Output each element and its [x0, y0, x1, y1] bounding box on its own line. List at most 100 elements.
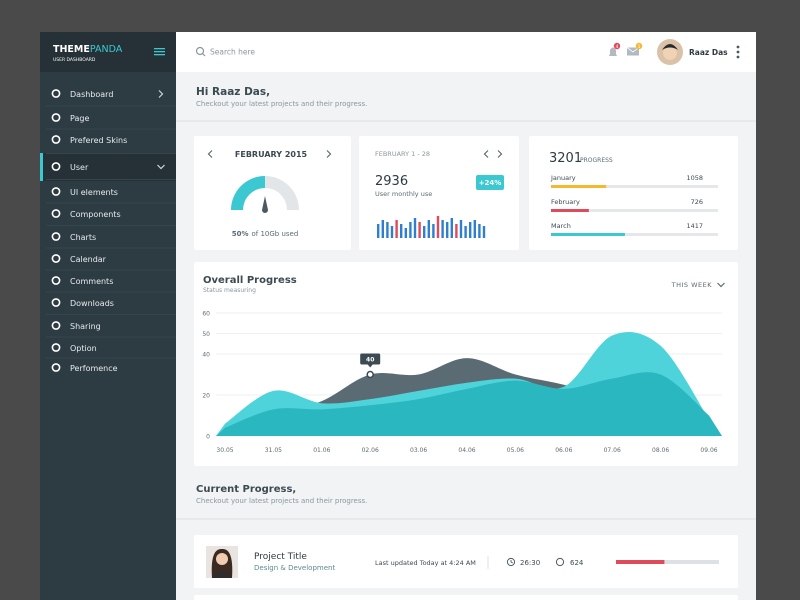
sidebar-icon[interactable]: [51, 363, 61, 372]
sidebar-item[interactable]: Components: [70, 210, 121, 219]
notification-badge: [613, 42, 621, 50]
project-row: [194, 535, 738, 588]
progress-item-name: March: [551, 222, 571, 230]
next-month[interactable]: [326, 150, 332, 158]
y-tick-label: 60: [202, 311, 210, 318]
sidebar-icon[interactable]: [51, 113, 61, 122]
sidebar-icon[interactable]: [51, 254, 61, 263]
brand-name-first: THEME: [53, 44, 90, 55]
usage-bar: [469, 222, 472, 238]
usage-bar: [482, 226, 486, 238]
search-input[interactable]: Search here: [210, 48, 255, 57]
period-chevron[interactable]: [717, 282, 725, 288]
more-menu[interactable]: [736, 55, 740, 59]
project-avatar-body: [212, 572, 232, 578]
sidebar-item[interactable]: Calendar: [70, 255, 107, 264]
search-icon[interactable]: [195, 46, 205, 56]
next-range[interactable]: [497, 150, 503, 158]
sidebar-chevron[interactable]: [157, 164, 165, 170]
usage-bar: [436, 216, 440, 238]
project-time: 26:30: [520, 559, 540, 567]
sidebar-icon[interactable]: [51, 187, 61, 196]
sidebar-item[interactable]: Perfomence: [70, 364, 118, 373]
sidebar-icon[interactable]: [51, 321, 61, 330]
sidebar-item[interactable]: Page: [70, 114, 89, 123]
usage-bar: [377, 224, 380, 238]
sidebar-item[interactable]: Comments: [70, 277, 113, 286]
progress-fill: [551, 233, 625, 236]
section-title: Current Progress,: [196, 484, 296, 495]
chart-title: Overall Progress: [203, 275, 297, 286]
usage-bar: [413, 218, 417, 238]
user-name[interactable]: Raaz Das: [689, 48, 728, 57]
sidebar-item[interactable]: User: [70, 163, 89, 172]
usage-value: 2936: [375, 174, 408, 189]
project-title[interactable]: Project Title: [254, 552, 307, 562]
clock-icon: [506, 557, 516, 567]
mail-badge: [635, 42, 643, 50]
usage-bar: [455, 224, 458, 238]
sidebar-item[interactable]: Charts: [70, 233, 96, 242]
x-tick-label: 08.06: [652, 447, 669, 454]
menu-toggle[interactable]: [154, 54, 165, 56]
brand-logo: THEMEPANDA: [53, 44, 123, 55]
sidebar-item[interactable]: UI elements: [70, 188, 118, 197]
x-tick-label: 02.06: [362, 447, 379, 454]
progress-track: [551, 185, 718, 188]
project-comments: 624: [570, 559, 584, 567]
x-tick-label: 06.06: [555, 447, 572, 454]
storage-card: [194, 136, 351, 250]
brand-subtitle: USER DASHBOARD: [53, 57, 96, 63]
sidebar-icon[interactable]: [51, 298, 61, 307]
sidebar-icon[interactable]: [51, 276, 61, 285]
usage-bar: [423, 226, 426, 238]
sidebar-icon[interactable]: [51, 232, 61, 241]
sidebar-chevron[interactable]: [158, 90, 164, 98]
usage-bar: [473, 220, 476, 238]
usage-card: [359, 136, 519, 250]
menu-toggle[interactable]: [154, 51, 165, 53]
sidebar-item[interactable]: Option: [70, 344, 97, 353]
more-menu[interactable]: [736, 45, 740, 49]
greeting-subtitle: Checkout your latest projects and their …: [196, 100, 367, 108]
usage-label: User monthly use: [375, 190, 432, 198]
greeting-title: Hi Raaz Das,: [196, 86, 270, 98]
annotation-box: [360, 353, 381, 365]
user-avatar-face: [663, 46, 677, 60]
sidebar-item[interactable]: Downloads: [70, 299, 114, 308]
notification-icon[interactable]: [609, 47, 617, 57]
project-updated: Last updated Today at 4:24 AM: [375, 559, 476, 567]
menu-toggle[interactable]: [154, 48, 165, 50]
usage-bar: [400, 224, 403, 238]
progress-item-value: 1417: [686, 222, 703, 230]
sidebar: [40, 32, 176, 600]
storage-usage: 50% of 10Gb used: [232, 230, 299, 238]
usage-bar: [386, 222, 389, 238]
x-tick-label: 04.06: [458, 447, 475, 454]
period-selector[interactable]: THIS WEEK: [671, 281, 713, 289]
project-row-next: [194, 595, 738, 600]
previous-month[interactable]: [207, 150, 213, 158]
more-menu[interactable]: [736, 50, 740, 54]
sidebar-icon[interactable]: [51, 135, 61, 144]
storage-percent: 50%: [232, 230, 249, 238]
sidebar-item[interactable]: Prefered Skins: [70, 136, 127, 145]
usage-bar: [478, 224, 481, 238]
previous-range[interactable]: [483, 150, 489, 158]
sidebar-icon[interactable]: [51, 209, 61, 218]
usage-bar: [409, 222, 412, 238]
sidebar-item[interactable]: Dashboard: [70, 90, 113, 99]
x-tick-label: 30.05: [216, 447, 233, 454]
mail-icon[interactable]: [627, 47, 639, 56]
usage-bar: [390, 226, 394, 238]
sidebar-icon[interactable]: [51, 162, 61, 171]
usage-bar: [418, 222, 421, 238]
sidebar-item[interactable]: Sharing: [70, 322, 101, 331]
comment-icon: [555, 557, 565, 567]
progress-label: PROGRESS: [580, 157, 613, 164]
y-tick-label: 40: [202, 352, 210, 359]
x-tick-label: 31.05: [265, 447, 282, 454]
sidebar-icon[interactable]: [51, 343, 61, 352]
sidebar-icon[interactable]: [51, 89, 61, 98]
